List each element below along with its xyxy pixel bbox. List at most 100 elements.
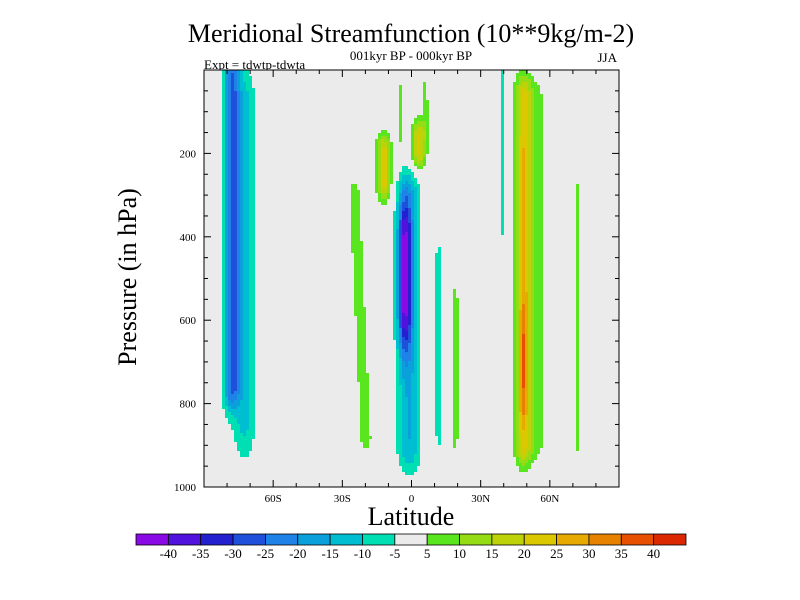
contour-cell xyxy=(534,103,543,106)
contour-cell xyxy=(402,397,408,400)
contour-cell xyxy=(225,91,228,94)
contour-cell xyxy=(534,133,543,136)
contour-cell xyxy=(399,454,402,457)
contour-cell xyxy=(516,133,519,136)
contour-cell xyxy=(528,136,531,139)
contour-cell xyxy=(528,427,531,430)
contour-cell xyxy=(225,286,228,289)
contour-cell xyxy=(231,364,237,367)
contour-cell xyxy=(381,136,387,139)
contour-cell xyxy=(240,403,249,406)
contour-cell xyxy=(240,178,243,181)
contour-cell xyxy=(402,322,408,325)
contour-cell xyxy=(501,172,504,175)
contour-cell xyxy=(528,361,531,364)
contour-cell xyxy=(414,190,417,193)
contour-cell xyxy=(402,232,405,235)
contour-cell xyxy=(411,337,414,340)
contour-cell xyxy=(417,271,420,274)
contour-cell xyxy=(228,370,231,373)
contour-cell xyxy=(516,136,519,139)
colorbar-label: -30 xyxy=(224,546,241,561)
contour-cell xyxy=(375,142,378,145)
contour-cell xyxy=(231,205,237,208)
contour-cell xyxy=(249,271,255,274)
contour-cell xyxy=(501,118,504,121)
contour-cell xyxy=(513,394,516,397)
contour-cell xyxy=(534,211,543,214)
contour-cell xyxy=(249,94,255,97)
contour-cell xyxy=(249,424,255,427)
contour-cell xyxy=(231,268,237,271)
contour-cell xyxy=(396,379,399,382)
contour-cell xyxy=(435,259,441,262)
contour-cell xyxy=(411,226,414,229)
contour-cell xyxy=(513,322,516,325)
contour-cell xyxy=(534,301,543,304)
contour-cell xyxy=(231,388,237,391)
contour-cell xyxy=(525,205,528,208)
contour-cell xyxy=(534,340,543,343)
contour-cell xyxy=(453,379,459,382)
contour-cell xyxy=(363,445,369,448)
contour-cell xyxy=(531,262,534,265)
contour-cell xyxy=(519,454,528,457)
contour-cell xyxy=(411,424,417,427)
contour-cell xyxy=(396,241,399,244)
contour-cell xyxy=(453,385,459,388)
contour-cell xyxy=(522,328,525,331)
contour-cell xyxy=(534,355,543,358)
y-tick-label: 600 xyxy=(180,315,197,327)
contour-cell xyxy=(234,79,237,82)
contour-cell xyxy=(222,403,225,406)
contour-cell xyxy=(240,424,249,427)
contour-cell xyxy=(225,109,228,112)
contour-cell xyxy=(453,316,459,319)
contour-cell xyxy=(519,298,522,301)
contour-cell xyxy=(576,394,579,397)
contour-cell xyxy=(234,85,237,88)
contour-cell xyxy=(381,160,387,163)
contour-cell xyxy=(525,364,528,367)
contour-cell xyxy=(243,301,249,304)
contour-cell xyxy=(225,316,228,319)
contour-cell xyxy=(501,196,504,199)
contour-cell xyxy=(231,202,237,205)
contour-cell xyxy=(414,145,417,148)
contour-cell xyxy=(417,220,420,223)
contour-cell xyxy=(231,106,237,109)
contour-cell xyxy=(513,352,516,355)
contour-cell xyxy=(396,322,399,325)
contour-cell xyxy=(516,433,519,436)
contour-cell xyxy=(414,205,417,208)
contour-cell xyxy=(519,343,522,346)
contour-cell xyxy=(528,184,531,187)
contour-field xyxy=(222,70,579,475)
contour-cell xyxy=(417,346,420,349)
contour-cell xyxy=(240,202,243,205)
contour-cell xyxy=(534,229,543,232)
contour-cell xyxy=(531,154,534,157)
contour-cell xyxy=(228,88,231,91)
contour-cell xyxy=(534,418,543,421)
contour-cell xyxy=(516,343,519,346)
contour-cell xyxy=(453,430,459,433)
contour-cell xyxy=(525,229,528,232)
contour-cell xyxy=(522,352,525,355)
contour-cell xyxy=(231,223,237,226)
contour-cell xyxy=(231,112,237,115)
contour-cell xyxy=(531,355,534,358)
contour-cell xyxy=(231,178,237,181)
colorbar-box xyxy=(297,533,331,546)
contour-cell xyxy=(420,142,423,145)
contour-cell xyxy=(240,229,243,232)
contour-cell xyxy=(237,289,240,292)
contour-cell xyxy=(519,109,522,112)
contour-cell xyxy=(414,139,417,142)
contour-cell xyxy=(411,421,417,424)
contour-cell xyxy=(414,127,417,130)
contour-cell xyxy=(408,325,411,328)
contour-cell xyxy=(240,301,243,304)
contour-cell xyxy=(243,112,249,115)
contour-cell xyxy=(408,316,411,319)
